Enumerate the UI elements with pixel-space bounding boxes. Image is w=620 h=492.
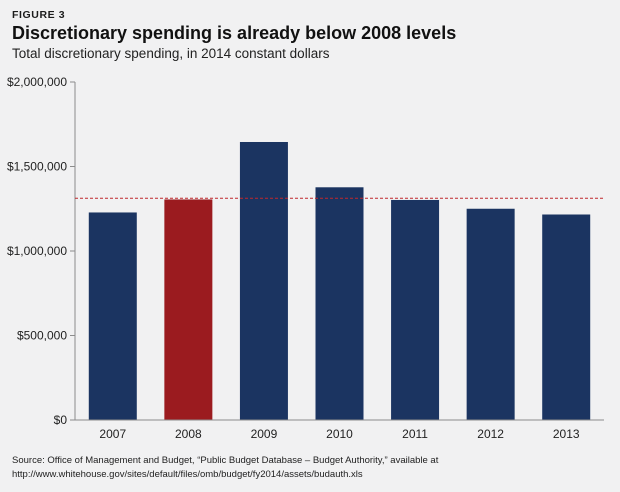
figure-label: FIGURE 3 — [12, 9, 66, 21]
y-tick-label: $500,000 — [17, 329, 67, 343]
bar-2010 — [315, 187, 364, 420]
x-tick-label: 2009 — [251, 427, 278, 441]
bar-2012 — [466, 208, 515, 420]
x-tick-label: 2010 — [326, 427, 353, 441]
bar-2011 — [391, 199, 440, 420]
chart-title: Discretionary spending is already below … — [12, 23, 457, 43]
chart-subtitle: Total discretionary spending, in 2014 co… — [12, 46, 330, 61]
source-note: Source: Office of Management and Budget,… — [12, 455, 439, 480]
x-tick-label: 2008 — [175, 427, 202, 441]
bar-chart: $0 $500,000 $1,000,000 $1,500,000 $2,000,000… — [7, 75, 604, 441]
bar-2013 — [542, 214, 591, 420]
x-tick-label: 2007 — [99, 427, 126, 441]
bar-2007 — [88, 212, 137, 420]
bar-2008 — [164, 199, 213, 420]
x-tick-label: 2012 — [477, 427, 504, 441]
y-tick-label: $1,000,000 — [7, 244, 67, 258]
y-tick-label: $1,500,000 — [7, 160, 67, 174]
x-tick-label: 2011 — [402, 427, 428, 441]
y-tick-label: $2,000,000 — [7, 75, 67, 89]
bar-2009 — [239, 141, 288, 420]
y-tick-label: $0 — [54, 413, 68, 427]
x-tick-label: 2013 — [553, 427, 580, 441]
